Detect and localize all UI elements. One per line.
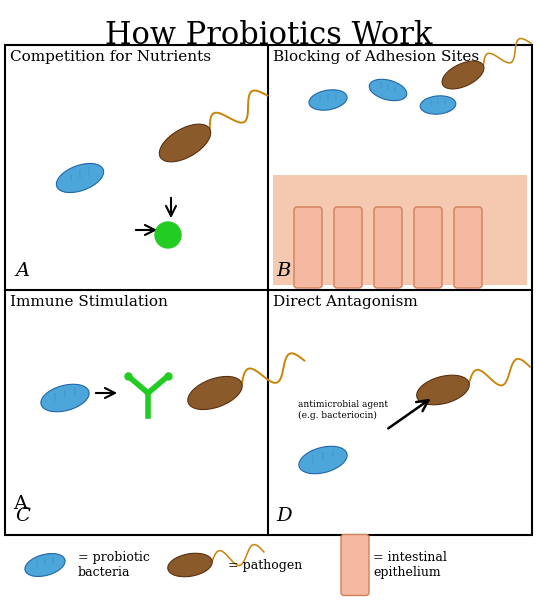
Text: A: A — [13, 495, 27, 513]
Ellipse shape — [299, 446, 347, 474]
Text: = pathogen: = pathogen — [228, 559, 302, 571]
FancyBboxPatch shape — [334, 207, 362, 288]
Ellipse shape — [420, 96, 456, 114]
Ellipse shape — [188, 376, 242, 410]
Ellipse shape — [168, 553, 212, 577]
Text: = probiotic
bacteria: = probiotic bacteria — [78, 551, 150, 579]
FancyBboxPatch shape — [294, 207, 322, 288]
Ellipse shape — [369, 79, 407, 101]
Ellipse shape — [25, 554, 65, 577]
Text: Competition for Nutrients: Competition for Nutrients — [10, 50, 211, 64]
Ellipse shape — [417, 375, 469, 405]
Text: Immune Stimulation: Immune Stimulation — [10, 295, 168, 309]
Text: C: C — [15, 507, 30, 525]
Text: = intestinal
epithelium: = intestinal epithelium — [373, 551, 447, 579]
FancyBboxPatch shape — [341, 535, 369, 595]
Bar — [5, 45, 532, 535]
Text: antimicrobial agent
(e.g. bacteriocin): antimicrobial agent (e.g. bacteriocin) — [298, 400, 388, 420]
Text: D: D — [276, 507, 292, 525]
Ellipse shape — [41, 384, 89, 412]
Text: A: A — [15, 262, 29, 280]
Text: B: B — [276, 262, 291, 280]
FancyBboxPatch shape — [414, 207, 442, 288]
FancyBboxPatch shape — [374, 207, 402, 288]
Text: Direct Antagonism: Direct Antagonism — [273, 295, 418, 309]
FancyBboxPatch shape — [454, 207, 482, 288]
Ellipse shape — [56, 163, 104, 193]
FancyBboxPatch shape — [273, 175, 527, 285]
Ellipse shape — [309, 90, 347, 110]
Ellipse shape — [159, 124, 211, 162]
Ellipse shape — [442, 61, 484, 89]
Text: Blocking of Adhesion Sites: Blocking of Adhesion Sites — [273, 50, 479, 64]
Text: How Probiotics Work: How Probiotics Work — [105, 20, 432, 51]
Circle shape — [155, 222, 181, 248]
